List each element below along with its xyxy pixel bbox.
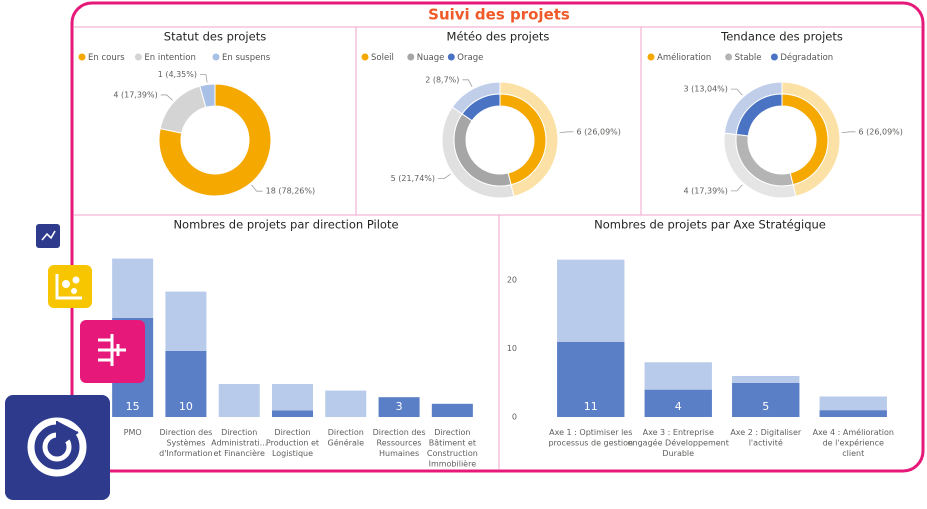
x-tick-label: Direction Générale — [328, 428, 365, 448]
icon-logo — [5, 395, 110, 500]
legend-label: Soleil — [371, 53, 394, 63]
data-label: 4 — [675, 400, 682, 413]
x-tick-label: Direction Administrati... et Financière — [211, 428, 267, 458]
icon-scatter — [48, 265, 92, 308]
bar-segment — [431, 403, 473, 417]
bar-segment — [819, 410, 887, 417]
bar-segment — [112, 258, 154, 318]
leader-line — [559, 131, 574, 134]
chart-title: Statut des projets — [164, 30, 266, 44]
x-tick-label: Axe 1 : Optimiser les processus de gestio… — [548, 428, 633, 448]
x-tick-label: Direction des Ressources Humaines — [373, 428, 426, 458]
x-tick-label: Axe 2 : Digitaliser l'activité — [730, 428, 802, 448]
bar-segment — [732, 382, 800, 417]
legend-label: Dégradation — [780, 52, 833, 63]
donut-segment — [158, 83, 272, 197]
legend-label: En suspens — [222, 53, 271, 63]
data-label: 2 (8,7%) — [425, 75, 459, 84]
chart-title: Météo des projets — [447, 30, 550, 44]
x-tick-label: Direction Production et Logistique — [266, 428, 319, 458]
legend-swatch — [407, 53, 415, 61]
x-tick-label: Axe 4 : Amélioration de l'expérience clien… — [813, 427, 894, 458]
x-tick-label: PMO — [124, 428, 142, 437]
legend-label: En cours — [88, 53, 125, 63]
data-label: 5 (21,74%) — [391, 174, 435, 183]
bar-segment — [271, 384, 314, 411]
data-label: 3 — [396, 400, 403, 413]
bar-segment — [378, 397, 420, 417]
data-label: 3 (13,04%) — [684, 85, 728, 94]
leader-line — [462, 79, 473, 88]
data-label: 10 — [179, 400, 193, 413]
leader-line — [160, 94, 173, 101]
chart-title: Nombres de projets par Axe Stratégique — [594, 218, 826, 232]
bar-segment — [644, 389, 712, 417]
y-tick-label: 20 — [507, 276, 517, 285]
data-label: 1 (4,35%) — [158, 70, 197, 79]
legend-swatch — [647, 53, 655, 61]
icon-filter — [80, 320, 145, 383]
data-label: 18 (78,26%) — [266, 187, 315, 196]
data-label: 15 — [126, 400, 140, 413]
frame — [70, 1, 925, 473]
legend-swatch — [770, 53, 778, 61]
donut-segment — [735, 93, 783, 137]
legend-label: Orage — [457, 53, 483, 63]
bar-segment — [557, 341, 625, 417]
data-label: 6 (26,09%) — [859, 127, 903, 136]
donut-segment — [199, 83, 216, 108]
leader-line — [730, 88, 743, 96]
bar-segment — [325, 390, 367, 417]
leader-line — [200, 74, 208, 83]
icon-trend — [36, 224, 60, 248]
leader-line — [438, 173, 451, 180]
leader-line — [841, 131, 856, 134]
x-tick-label: Axe 3 : Entreprise engagée Développement D… — [628, 428, 729, 458]
chart-title: Nombres de projets par direction Pilote — [173, 218, 398, 232]
legend-swatch — [361, 53, 369, 61]
legend-label: En intention — [144, 53, 195, 63]
legend-label: Amélioration — [657, 52, 711, 63]
bar-segment — [644, 362, 712, 390]
legend-swatch — [725, 53, 733, 61]
bar-segment — [271, 410, 314, 417]
bar-segment — [732, 375, 800, 383]
data-label: 4 (17,39%) — [113, 90, 157, 99]
page-title: Suivi des projets — [428, 6, 570, 24]
legend-swatch — [134, 53, 142, 61]
leader-line — [251, 184, 263, 192]
leader-line — [730, 184, 743, 192]
bar-segment — [165, 351, 207, 417]
donut-segment — [461, 93, 501, 122]
bar-segment — [165, 291, 207, 351]
x-tick-label: Direction Bâtiment et Construction Immobili… — [427, 428, 478, 469]
legend-label: Stable — [735, 53, 762, 63]
y-tick-label: 0 — [512, 413, 517, 422]
legend-swatch — [78, 53, 86, 61]
data-label: 5 — [762, 400, 769, 413]
legend-swatch — [212, 53, 220, 61]
x-tick-label: Direction des Systèmes d'Information — [159, 428, 213, 458]
bar-segment — [819, 396, 887, 411]
data-label: 6 (26,09%) — [577, 127, 621, 136]
legend-swatch — [447, 53, 455, 61]
bar-segment — [557, 259, 625, 342]
legend-label: Nuage — [417, 53, 445, 63]
data-label: 4 (17,39%) — [684, 186, 728, 195]
charts: Statut des projets En cours En intention En… — [78, 30, 903, 469]
y-tick-label: 10 — [507, 344, 517, 353]
bar-segment — [218, 384, 260, 417]
data-label: 11 — [584, 400, 598, 413]
chart-title: Tendance des projets — [720, 30, 843, 44]
